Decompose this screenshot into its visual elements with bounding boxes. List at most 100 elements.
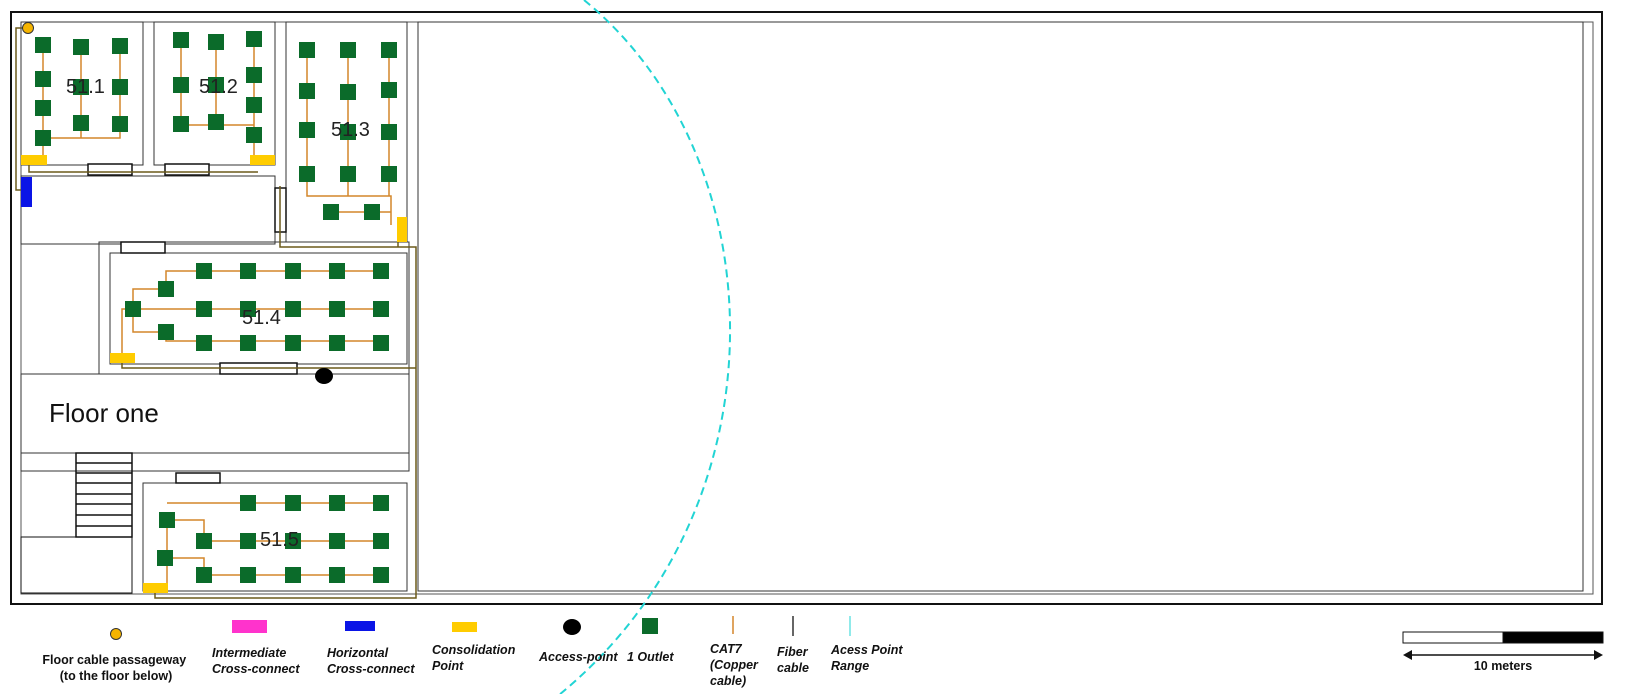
network-outlet (35, 71, 51, 87)
network-outlet (196, 335, 212, 351)
network-outlet (329, 567, 345, 583)
network-outlet (340, 84, 356, 100)
room-labels: 51.1 51.2 51.3 51.4 51.5 (66, 76, 370, 551)
room-515 (142, 482, 408, 592)
network-outlet (364, 204, 380, 220)
network-outlet (373, 533, 389, 549)
legend-cat7-label: CAT7 (Copper cable) (710, 642, 761, 688)
network-outlet (373, 335, 389, 351)
network-outlet (35, 37, 51, 53)
legend-outlet-label: 1 Outlet (627, 650, 674, 664)
room-label: 51.4 (242, 307, 281, 329)
network-outlet (285, 533, 301, 549)
network-outlet (73, 79, 89, 95)
access-point-range-arc (558, 0, 732, 694)
access-point (315, 368, 333, 384)
network-outlet (285, 263, 301, 279)
network-outlet (112, 38, 128, 54)
network-outlet (340, 166, 356, 182)
stairs (75, 452, 133, 538)
legend-intermediate-xc-label: Intermediate Cross-connect (212, 646, 300, 676)
network-outlet (157, 550, 173, 566)
room-walls (20, 21, 408, 592)
legend-fiber-label: Fiber cable (777, 645, 811, 675)
network-outlet (381, 124, 397, 140)
legend-consolidation-icon (452, 622, 477, 632)
open-area (417, 21, 1584, 592)
network-outlet (285, 567, 301, 583)
network-outlet (208, 114, 224, 130)
network-outlet (340, 42, 356, 58)
network-outlet (208, 34, 224, 50)
network-outlet (329, 495, 345, 511)
room-511 (20, 21, 144, 166)
network-outlet (246, 67, 262, 83)
network-outlet (373, 263, 389, 279)
network-outlet (196, 301, 212, 317)
scale-bar-label: 10 meters (1474, 659, 1532, 673)
network-outlet (112, 116, 128, 132)
network-outlet (381, 82, 397, 98)
network-outlet (240, 301, 256, 317)
network-outlet (35, 100, 51, 116)
legend: Floor cable passageway (to the floor bel… (42, 616, 906, 688)
legend-consolidation-label: Consolidation Point (432, 643, 519, 673)
legend-passageway-label: Floor cable passageway (to the floor bel… (42, 653, 189, 683)
network-outlet (381, 166, 397, 182)
network-outlet (246, 97, 262, 113)
floor-cable-passageway (22, 22, 34, 34)
network-outlet (173, 32, 189, 48)
floor-title: Floor one (49, 398, 159, 428)
network-outlet (240, 567, 256, 583)
legend-ap-range-label: Acess Point Range (830, 643, 906, 673)
network-outlet (196, 533, 212, 549)
network-outlet (329, 335, 345, 351)
network-outlet (329, 301, 345, 317)
network-outlet (158, 281, 174, 297)
network-outlet (373, 567, 389, 583)
legend-passageway-icon (110, 628, 122, 640)
network-outlet (323, 204, 339, 220)
network-outlet (329, 533, 345, 549)
legend-outlet-icon (642, 618, 658, 634)
network-outlet (159, 512, 175, 528)
legend-access-point-label: Access-point (538, 650, 618, 664)
legend-horizontal-xc-icon (345, 621, 375, 631)
network-outlet (373, 495, 389, 511)
network-outlet (196, 567, 212, 583)
network-outlet (240, 533, 256, 549)
room-512 (153, 21, 276, 166)
network-outlet (285, 495, 301, 511)
corridor-walls (20, 175, 410, 594)
network-outlet (196, 263, 212, 279)
room-label: 51.5 (260, 529, 299, 551)
network-outlet (73, 39, 89, 55)
legend-intermediate-xc-icon (232, 620, 267, 633)
network-outlet (299, 122, 315, 138)
legend-access-point-icon (563, 619, 581, 635)
room-label: 51.3 (331, 119, 370, 141)
network-outlet (173, 116, 189, 132)
network-outlet (240, 263, 256, 279)
fiber-cables (15, 27, 417, 599)
network-outlet (373, 301, 389, 317)
network-outlet (246, 127, 262, 143)
network-outlet (285, 335, 301, 351)
outlets (35, 31, 397, 583)
network-outlet (125, 301, 141, 317)
building-outline (10, 11, 1603, 605)
network-outlet (381, 42, 397, 58)
consolidation-points (21, 155, 407, 593)
scale-bar: 10 meters (1402, 631, 1604, 673)
network-outlet (285, 301, 301, 317)
network-outlet (35, 130, 51, 146)
network-outlet (173, 77, 189, 93)
network-outlet (299, 166, 315, 182)
network-outlet (329, 263, 345, 279)
room-label: 51.1 (66, 76, 105, 98)
network-outlet (246, 31, 262, 47)
network-outlet (208, 77, 224, 93)
legend-horizontal-xc-label: Horizontal Cross-connect (327, 646, 415, 676)
network-outlet (299, 83, 315, 99)
